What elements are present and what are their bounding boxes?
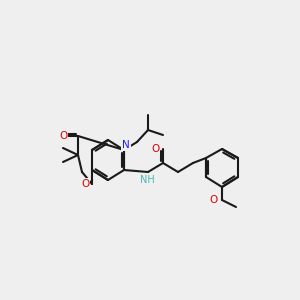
Text: O: O	[81, 179, 89, 189]
Text: O: O	[151, 144, 159, 154]
Text: O: O	[59, 131, 67, 141]
Text: NH: NH	[140, 175, 154, 185]
Text: O: O	[210, 195, 218, 205]
Text: N: N	[122, 140, 130, 150]
